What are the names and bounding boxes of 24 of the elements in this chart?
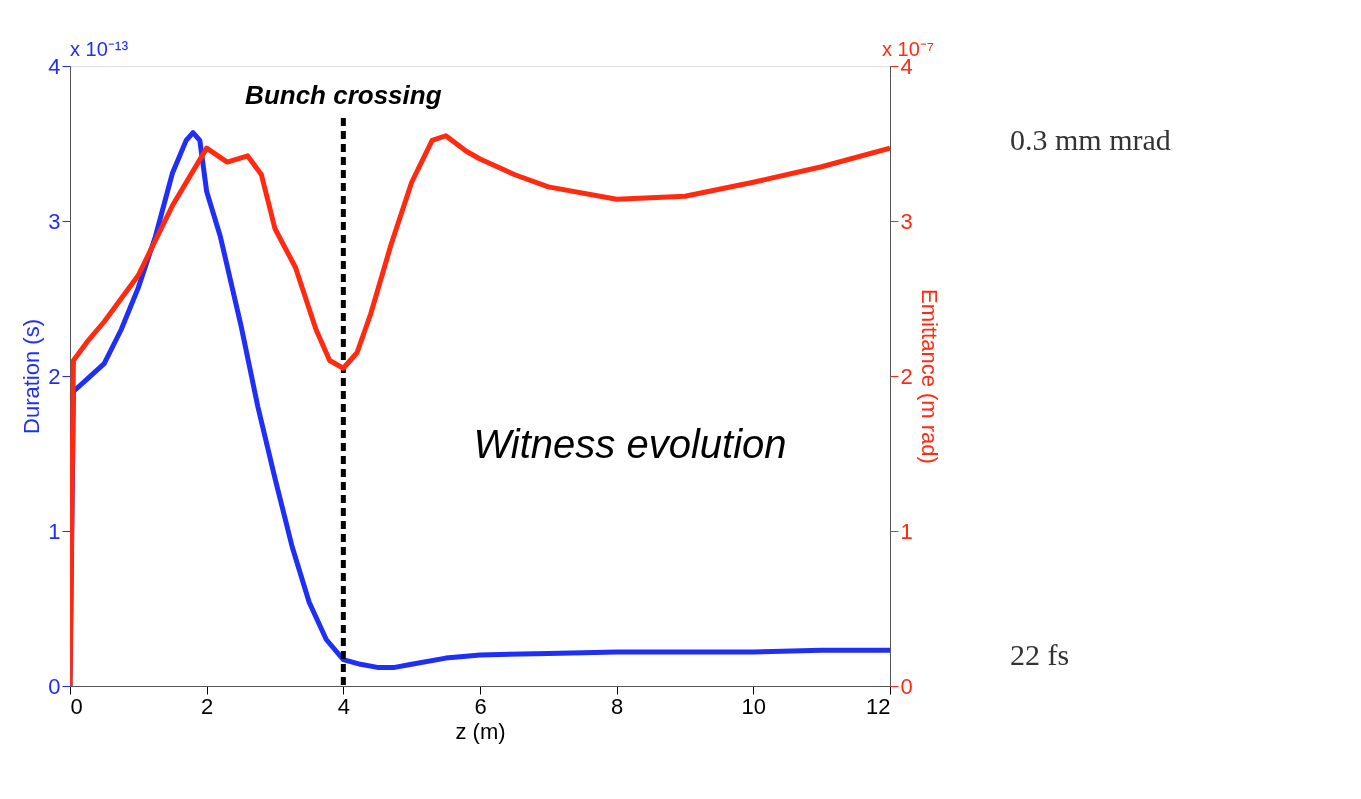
text: x 10⁻¹³ <box>70 38 129 60</box>
x-tick-label: 12 <box>866 693 891 719</box>
x-tick-label: 8 <box>611 693 624 719</box>
annotation: Witness evolution <box>473 422 787 466</box>
y-axis-title: Duration (s) <box>19 319 45 434</box>
y2-tick-label: 3 <box>900 208 913 234</box>
x-tick-label: 0 <box>70 693 83 719</box>
y2-tick-label: 1 <box>900 518 913 544</box>
x-tick-label: 10 <box>741 693 767 719</box>
y-tick-label: 4 <box>48 53 61 79</box>
text: 22 fs <box>1010 638 1070 671</box>
y2-tick-label: 2 <box>900 363 913 389</box>
text: 0.3 mm mrad <box>1010 123 1171 156</box>
x-tick-label: 4 <box>337 693 350 719</box>
y-tick-label: 3 <box>48 208 61 234</box>
y-tick-label: 1 <box>48 518 61 544</box>
y2-axis-title: Emittance (m rad) <box>916 289 942 464</box>
x-tick-label: 6 <box>474 693 487 719</box>
y2-tick-label: 0 <box>900 673 913 699</box>
x-axis-title: z (m) <box>455 718 506 744</box>
y-tick-label: 2 <box>48 363 61 389</box>
ref-line-label: Bunch crossing <box>245 80 442 110</box>
y-tick-label: 0 <box>48 673 61 699</box>
x-tick-label: 2 <box>201 693 214 719</box>
